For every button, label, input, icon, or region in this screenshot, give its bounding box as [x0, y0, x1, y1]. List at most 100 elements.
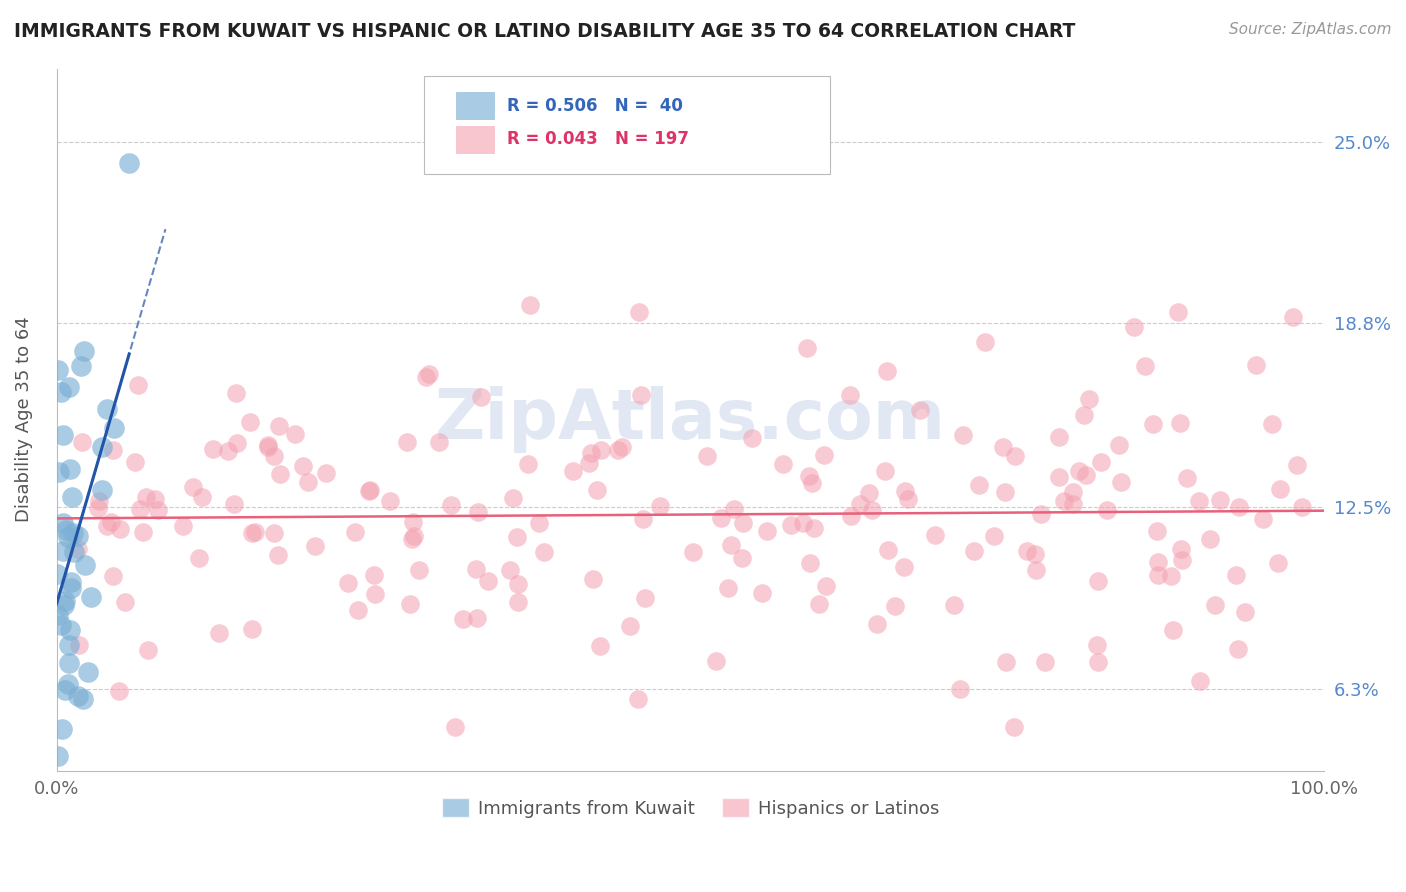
Point — [96, 519, 118, 533]
Point — [893, 483, 915, 498]
Point — [48, 465, 70, 479]
Point — [52, 427, 75, 442]
Point — [239, 415, 262, 429]
Point — [297, 475, 319, 489]
Point — [772, 457, 794, 471]
Point — [1087, 574, 1109, 588]
Point — [1225, 568, 1247, 582]
Point — [866, 616, 889, 631]
Point — [135, 490, 157, 504]
Point — [191, 490, 214, 504]
Point — [508, 594, 530, 608]
Point — [402, 529, 425, 543]
Point — [73, 343, 96, 358]
Point — [803, 521, 825, 535]
Point — [172, 519, 194, 533]
Point — [517, 457, 540, 471]
Point — [464, 562, 486, 576]
Point — [470, 390, 492, 404]
Point — [243, 524, 266, 539]
Point — [1226, 641, 1249, 656]
Point — [58, 657, 80, 671]
Point — [114, 595, 136, 609]
Point — [1168, 416, 1191, 430]
Point — [1002, 720, 1025, 734]
Point — [136, 642, 159, 657]
Point — [401, 532, 423, 546]
Point — [188, 551, 211, 566]
Point — [720, 538, 742, 552]
Text: IMMIGRANTS FROM KUWAIT VS HISPANIC OR LATINO DISABILITY AGE 35 TO 64 CORRELATION: IMMIGRANTS FROM KUWAIT VS HISPANIC OR LA… — [14, 22, 1076, 41]
Point — [807, 597, 830, 611]
Point — [1076, 467, 1098, 482]
Point — [508, 576, 530, 591]
Point — [46, 607, 69, 622]
Point — [267, 549, 290, 563]
Point — [118, 155, 141, 169]
Point — [860, 503, 883, 517]
Bar — [456, 126, 494, 153]
Point — [741, 431, 763, 445]
Point — [59, 582, 82, 596]
Point — [1067, 464, 1090, 478]
Point — [465, 611, 488, 625]
Point — [208, 626, 231, 640]
Point — [66, 529, 89, 543]
Point — [55, 524, 77, 538]
Point — [799, 557, 821, 571]
Point — [467, 505, 489, 519]
Point — [336, 576, 359, 591]
Point — [1073, 409, 1095, 423]
Point — [363, 568, 385, 582]
Point — [75, 558, 97, 573]
Point — [100, 516, 122, 530]
Point — [91, 441, 114, 455]
Point — [418, 367, 440, 381]
Point — [380, 493, 402, 508]
Point — [983, 529, 1005, 543]
Point — [1282, 310, 1305, 324]
Point — [124, 455, 146, 469]
Point — [1122, 320, 1144, 334]
Point — [52, 544, 75, 558]
Point — [51, 516, 73, 530]
Point — [87, 494, 110, 508]
Point — [46, 363, 69, 377]
Point — [1087, 655, 1109, 669]
Point — [1204, 598, 1226, 612]
Point — [103, 569, 125, 583]
Point — [839, 508, 862, 523]
Point — [585, 483, 607, 497]
Point — [408, 562, 430, 576]
Point — [1052, 494, 1074, 508]
Point — [498, 563, 520, 577]
Point — [993, 440, 1015, 454]
Point — [444, 720, 467, 734]
Point — [633, 512, 655, 526]
Point — [1147, 567, 1170, 582]
Point — [529, 516, 551, 530]
Point — [1187, 494, 1209, 508]
Point — [797, 469, 820, 483]
Point — [181, 480, 204, 494]
Point — [62, 525, 84, 540]
Point — [893, 560, 915, 574]
Legend: Immigrants from Kuwait, Hispanics or Latinos: Immigrants from Kuwait, Hispanics or Lat… — [434, 791, 946, 825]
Point — [994, 656, 1017, 670]
Point — [581, 573, 603, 587]
Point — [506, 530, 529, 544]
Text: R = 0.043   N = 197: R = 0.043 N = 197 — [506, 130, 689, 148]
Point — [1147, 555, 1170, 569]
Point — [257, 440, 280, 454]
Point — [51, 385, 73, 400]
Text: R = 0.506   N =  40: R = 0.506 N = 40 — [506, 96, 682, 115]
Point — [359, 483, 381, 498]
Point — [1109, 475, 1132, 490]
Point — [650, 499, 672, 513]
Point — [46, 749, 69, 764]
Point — [344, 525, 367, 540]
Point — [53, 594, 76, 608]
Point — [58, 639, 80, 653]
Point — [108, 522, 131, 536]
Point — [1286, 458, 1309, 473]
